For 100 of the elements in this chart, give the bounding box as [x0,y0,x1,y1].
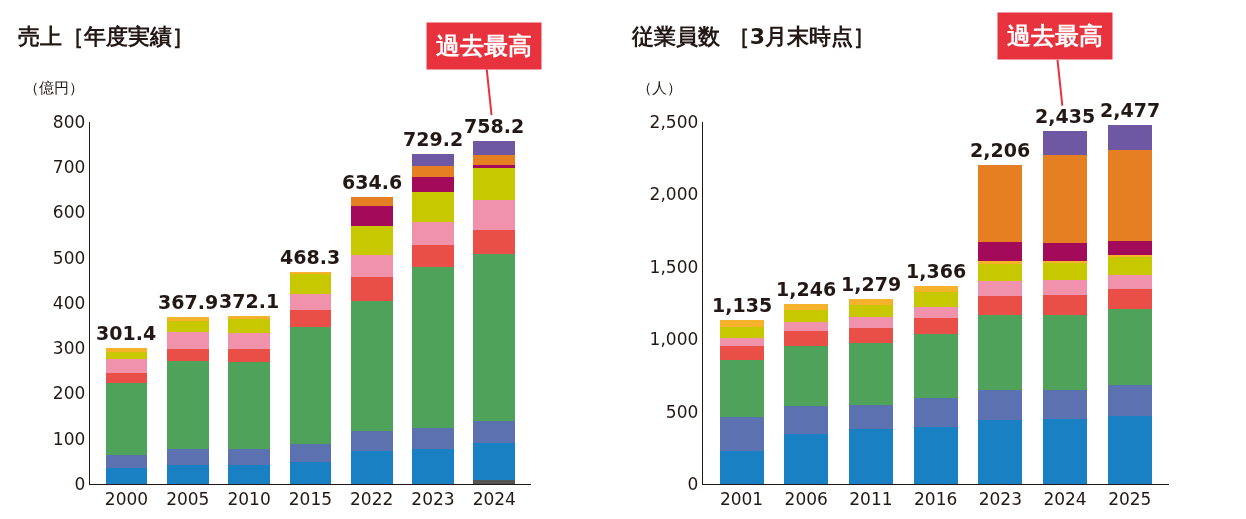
bar [848,405,893,429]
bar [719,327,764,338]
bar [1107,254,1152,257]
total-label: 1,135 [712,294,773,316]
bar [1043,294,1088,316]
bar [473,199,516,231]
y-tick-label: 400 [52,292,86,313]
y-tick-label: 200 [52,383,86,404]
bar [848,305,893,318]
bar [1043,242,1088,261]
bar [784,310,829,323]
bar [228,318,270,333]
bar [228,362,270,449]
total-label: 1,279 [841,273,902,295]
bar [166,349,209,362]
bar [913,306,958,318]
bar [848,428,893,484]
bar [1107,384,1152,416]
bar [1107,125,1152,151]
bar [105,383,148,455]
bar [1107,415,1152,484]
bar [228,332,270,350]
y-tick-label: 700 [52,157,86,178]
x-tick-label: 2010 [227,489,271,510]
total-label: 634.6 [342,171,403,193]
y-tick-label: 1,000 [649,329,699,350]
bar [913,333,958,399]
bar [228,448,270,465]
y-tick-label: 500 [52,247,86,268]
bar [412,448,454,484]
total-label: 758.2 [464,115,525,137]
bar [166,317,209,321]
bar [1043,155,1088,243]
bar [473,253,516,421]
bar [166,320,209,333]
x-tick-label: 2024 [1043,489,1087,510]
bar [473,480,516,484]
chart-title: 売上［年度実績］ [18,24,194,49]
bar [412,192,454,222]
y-tick-label: 2,000 [649,184,699,205]
bar [228,315,270,319]
bar [978,280,1023,297]
x-tick-label: 2006 [784,489,828,510]
bar [166,465,209,484]
bar [978,263,1023,281]
x-tick-label: 2005 [166,489,210,510]
annotation: 過去最高 [1007,22,1103,50]
bar [105,347,148,352]
y-tick-label: 600 [52,202,86,223]
bar [784,322,829,332]
bar [473,420,516,443]
bar [350,450,393,484]
total-label: 1,246 [776,278,837,300]
y-axis-title: （人） [637,79,682,97]
annotation: 過去最高 [436,32,532,60]
bar [1043,279,1088,295]
bar [289,326,332,445]
bar [1107,308,1152,385]
bar [1043,263,1088,280]
bar [1107,256,1152,276]
bar [166,361,209,449]
y-axis-title: （億円） [24,79,84,97]
bar [350,205,393,226]
bar [350,225,393,256]
bar [719,345,764,360]
bar [978,296,1023,315]
bar [473,154,516,166]
y-tick-label: 800 [52,111,86,132]
total-label: 2,477 [1100,99,1161,121]
bar [1043,315,1088,391]
total-label: 301.4 [96,322,157,344]
x-tick-label: 2015 [288,489,332,510]
bar [1043,390,1088,420]
bar [350,430,393,451]
y-tick-label: 100 [52,428,86,449]
bar [1107,275,1152,290]
bar [978,419,1023,484]
y-tick-label: 0 [687,473,699,494]
bar [913,317,958,334]
bar [978,261,1023,264]
x-tick-label: 2022 [350,489,394,510]
x-tick-label: 2016 [914,489,958,510]
bar [105,454,148,469]
bar [412,154,454,166]
bar [350,255,393,278]
bar [784,433,829,484]
x-tick-label: 2023 [411,489,455,510]
x-tick-label: 2024 [472,489,516,510]
total-label: 2,435 [1035,105,1096,127]
y-tick-label: 0 [74,473,86,494]
bar [719,359,764,418]
bar [350,196,393,206]
y-tick-label: 2,500 [649,111,699,132]
bar [1107,289,1152,309]
bar [105,359,148,374]
x-tick-label: 2000 [104,489,149,510]
x-tick-label: 2011 [849,489,893,510]
x-tick-label: 2025 [1108,489,1152,510]
bar [978,390,1023,420]
bar [289,461,332,484]
